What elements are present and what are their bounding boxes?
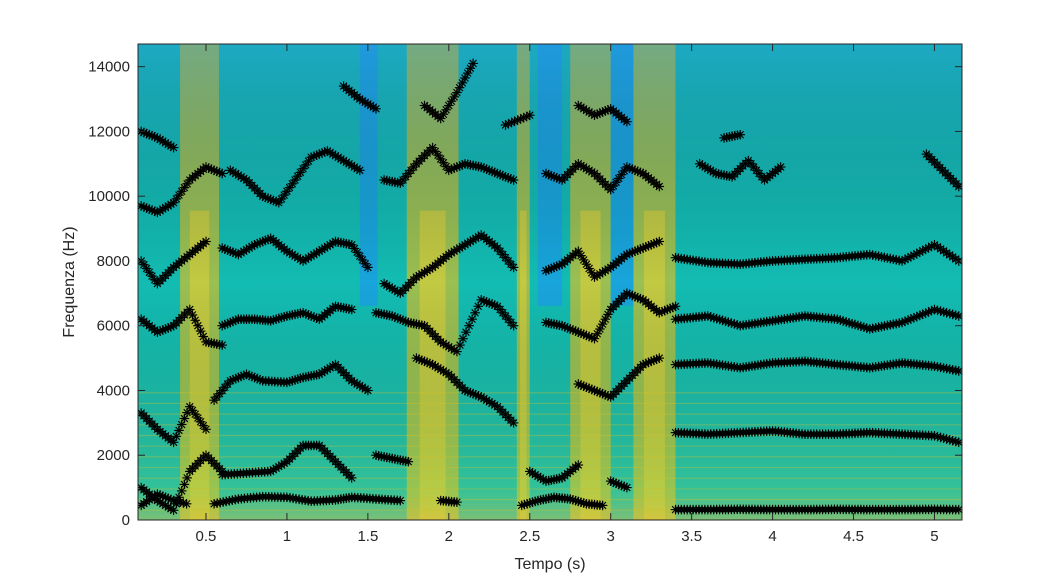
formant-marker	[622, 116, 632, 127]
formant-marker	[597, 500, 608, 511]
formant-marker	[171, 499, 182, 509]
y-tick-label: 4000	[97, 382, 130, 399]
formant-marker	[363, 385, 373, 396]
formant-marker	[775, 162, 786, 172]
y-tick-label: 10000	[88, 188, 130, 205]
formant-marker	[346, 473, 357, 483]
x-tick-label: 2.5	[519, 528, 540, 545]
x-tick-label: 1	[283, 528, 291, 545]
spectrogram-frequency-shading	[138, 44, 962, 520]
formant-marker	[508, 175, 519, 185]
formant-marker	[468, 58, 478, 69]
formant-marker	[403, 456, 414, 467]
formant-marker	[595, 324, 605, 334]
formant-marker	[654, 236, 665, 247]
formant-marker	[168, 505, 179, 516]
y-tick-label: 0	[122, 512, 130, 529]
formant-marker	[654, 181, 665, 192]
x-tick-label: 0.5	[196, 528, 217, 545]
formant-marker	[171, 431, 182, 442]
formant-marker	[735, 129, 745, 140]
formant-marker	[190, 409, 200, 419]
formant-marker	[198, 420, 209, 431]
formant-marker	[597, 319, 608, 329]
x-tick-label: 3.5	[681, 528, 702, 545]
formant-marker	[182, 473, 192, 483]
formant-markers	[138, 58, 962, 516]
y-tick-label: 12000	[88, 123, 130, 140]
formant-marker	[508, 262, 519, 273]
formant-marker	[917, 309, 928, 319]
y-tick-label: 2000	[97, 447, 130, 464]
formant-marker	[190, 315, 200, 326]
formant-marker	[168, 142, 179, 153]
x-tick-label: 5	[930, 528, 938, 545]
formant-marker	[622, 482, 632, 493]
formant-marker	[139, 259, 149, 270]
formant-marker	[954, 504, 962, 515]
formant-marker	[508, 320, 519, 331]
formant-marker	[166, 322, 176, 332]
formant-marker	[176, 486, 187, 496]
formant-marker	[573, 460, 584, 470]
formant-marker	[670, 301, 681, 312]
formant-marker	[181, 499, 192, 509]
x-tick-label: 2	[445, 528, 453, 545]
y-tick-label: 6000	[97, 318, 130, 335]
x-tick-label: 4.5	[843, 528, 864, 545]
formant-marker	[355, 165, 365, 176]
formant-marker	[244, 370, 254, 381]
formant-marker	[600, 314, 611, 324]
formant-marker	[400, 316, 411, 327]
formant-marker	[484, 298, 495, 308]
x-axis-title: Tempo (s)	[514, 556, 585, 573]
formant-marker	[201, 424, 211, 435]
x-tick-label: 3	[607, 528, 615, 545]
formant-marker	[371, 104, 381, 114]
formant-marker	[395, 495, 406, 506]
formant-marker	[201, 236, 211, 247]
x-tick-label: 1.5	[357, 528, 378, 545]
formant-marker	[954, 366, 962, 376]
formant-marker	[508, 418, 519, 428]
y-tick-label: 8000	[97, 253, 130, 270]
formant-marker	[217, 168, 227, 179]
x-tick-label: 4	[768, 528, 776, 545]
plot-area: 0.5 1 1.5 2 2.5 3 3.5 4 4.5 5 0 2000 4000 6000 8000 10…	[61, 43, 963, 573]
formant-marker	[185, 401, 195, 412]
formant-marker	[174, 492, 184, 503]
y-axis-title: Frequenza (Hz)	[61, 226, 78, 337]
y-tick-label: 14000	[88, 59, 130, 76]
formant-marker	[363, 262, 373, 273]
formant-marker	[141, 263, 152, 274]
formant-marker	[193, 413, 203, 423]
formant-marker	[654, 353, 665, 363]
formant-marker	[525, 110, 535, 120]
formant-marker	[179, 479, 190, 490]
formant-marker	[452, 497, 462, 507]
formant-marker	[217, 340, 227, 350]
formant-marker	[346, 304, 357, 315]
